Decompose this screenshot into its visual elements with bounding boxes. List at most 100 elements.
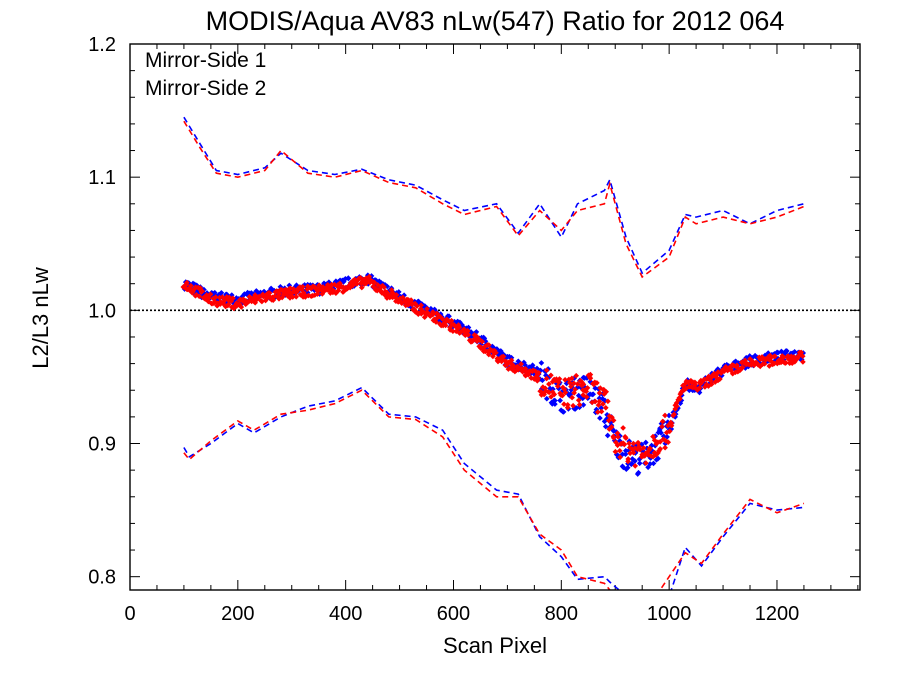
x-axis-label: Scan Pixel bbox=[443, 633, 547, 658]
mirror-side-2-point bbox=[640, 445, 647, 451]
mirror-side-2-point bbox=[572, 386, 578, 393]
mirror-side-2-point bbox=[293, 293, 300, 300]
mirror-side-2-point bbox=[479, 338, 486, 345]
mirror-side-2-point bbox=[456, 324, 463, 331]
mirror-side-2-point bbox=[605, 398, 611, 405]
mirror-side-2-point bbox=[358, 284, 365, 291]
mirror-side-2-point bbox=[621, 441, 628, 448]
plot-border bbox=[129, 43, 861, 591]
mirror-side-1-point bbox=[557, 397, 563, 404]
legend-item-mirror-side-1: Mirror-Side 1 bbox=[145, 49, 266, 72]
mirror-side-2-point bbox=[535, 369, 542, 376]
mirror-side-2-point bbox=[626, 440, 632, 447]
mirror-side-2-point bbox=[465, 332, 472, 338]
mirror-side-2-point bbox=[535, 375, 542, 382]
mirror-side-2-point bbox=[570, 402, 576, 409]
mirror-side-1-lower-bound bbox=[183, 386, 804, 590]
mirror-side-2-point bbox=[559, 392, 566, 399]
mirror-side-2-point bbox=[450, 328, 456, 335]
mirror-side-2-point bbox=[564, 404, 571, 411]
mirror-side-2-point bbox=[464, 327, 471, 334]
mirror-side-2-point bbox=[630, 440, 637, 447]
axes-layer: 0 200 400 600 800 1000 1200 0.8 0.9 1.0 1.1 1.2 bbox=[88, 34, 860, 625]
mirror-side-2-point bbox=[657, 438, 664, 445]
x-tick-label: 600 bbox=[437, 603, 470, 625]
mirror-side-2-point bbox=[603, 388, 610, 395]
mirror-side-2-point bbox=[587, 375, 594, 382]
mirror-side-2-point bbox=[500, 353, 507, 360]
mirror-side-1-point bbox=[560, 409, 567, 415]
mirror-side-2-lower-bound bbox=[183, 389, 805, 590]
mirror-side-1-point bbox=[791, 348, 798, 355]
mirror-side-2-point bbox=[716, 376, 723, 382]
mirror-side-2-point bbox=[543, 367, 550, 374]
mirror-side-1-point bbox=[602, 423, 609, 430]
mirror-side-2-point bbox=[659, 418, 666, 425]
mirror-side-1-point bbox=[552, 397, 558, 404]
mirror-side-1-point bbox=[650, 460, 657, 467]
mirror-side-1-point bbox=[598, 405, 605, 411]
mirror-side-2-point bbox=[570, 380, 577, 387]
mirror-side-2-point bbox=[546, 381, 552, 387]
mirror-side-2-point bbox=[799, 353, 806, 360]
mirror-side-2-point bbox=[783, 359, 789, 366]
mirror-side-2-point bbox=[562, 376, 568, 383]
mirror-side-1-point bbox=[628, 460, 635, 467]
mirror-side-2-point bbox=[772, 353, 778, 360]
mirror-side-1-point bbox=[655, 455, 661, 462]
mirror-side-2-point bbox=[739, 364, 746, 371]
mirror-side-2-point bbox=[266, 290, 273, 296]
mirror-side-2-point bbox=[610, 435, 617, 441]
mirror-side-1-point bbox=[597, 415, 603, 421]
mirror-side-2-point bbox=[657, 446, 664, 452]
mirror-side-2-point bbox=[569, 394, 575, 401]
y-axis-label: L2/L3 nLw bbox=[28, 267, 53, 369]
mirror-side-2-point bbox=[598, 408, 605, 415]
x-tick-label: 1200 bbox=[755, 603, 800, 625]
y-tick-label: 0.8 bbox=[88, 567, 116, 589]
mirror-side-2-point bbox=[610, 417, 617, 424]
data-layer bbox=[130, 116, 860, 590]
mirror-side-2-point bbox=[207, 291, 214, 298]
mirror-side-2-point bbox=[548, 372, 554, 379]
mirror-side-2-point bbox=[630, 449, 637, 456]
y-tick-label: 1.0 bbox=[88, 300, 116, 322]
mirror-side-2-point bbox=[785, 353, 792, 360]
mirror-side-2-point bbox=[546, 389, 553, 396]
mirror-side-2-point bbox=[596, 398, 603, 405]
mirror-side-1-point bbox=[632, 458, 638, 464]
mirror-side-2-point bbox=[632, 463, 639, 469]
mirror-side-1-point bbox=[636, 460, 643, 467]
mirror-side-2-point bbox=[671, 411, 677, 418]
mirror-side-2-point bbox=[485, 342, 492, 348]
mirror-side-2-point bbox=[575, 397, 582, 404]
mirror-side-1-point bbox=[345, 275, 352, 281]
mirror-side-2-point bbox=[508, 357, 515, 364]
mirror-side-2-point bbox=[493, 349, 499, 356]
mirror-side-2-point bbox=[562, 389, 569, 396]
mirror-side-2-point bbox=[635, 439, 642, 446]
mirror-side-2-point bbox=[551, 391, 558, 398]
mirror-side-2-point bbox=[212, 294, 219, 300]
mirror-side-2-point bbox=[659, 423, 665, 430]
mirror-side-2-point bbox=[676, 396, 683, 402]
mirror-side-1-point bbox=[635, 469, 642, 476]
mirror-side-2-point bbox=[594, 409, 601, 415]
mirror-side-1-point bbox=[783, 348, 790, 354]
mirror-side-2-point bbox=[188, 282, 194, 289]
mirror-side-2-point bbox=[662, 412, 668, 419]
mirror-side-2-point bbox=[568, 383, 574, 390]
mirror-side-2-point bbox=[299, 283, 306, 290]
mirror-side-2-point bbox=[708, 381, 715, 388]
mirror-side-1-point bbox=[624, 464, 631, 471]
mirror-side-1-point bbox=[538, 360, 545, 366]
mirror-side-2-point bbox=[569, 375, 575, 382]
mirror-side-2-point bbox=[734, 362, 740, 369]
mirror-side-2-point bbox=[587, 371, 594, 378]
mirror-side-2-point bbox=[230, 295, 236, 302]
mirror-side-2-point bbox=[662, 444, 668, 451]
mirror-side-1-upper-bound bbox=[183, 116, 805, 275]
mirror-side-1-point bbox=[543, 395, 550, 402]
mirror-side-1-point bbox=[539, 377, 546, 384]
